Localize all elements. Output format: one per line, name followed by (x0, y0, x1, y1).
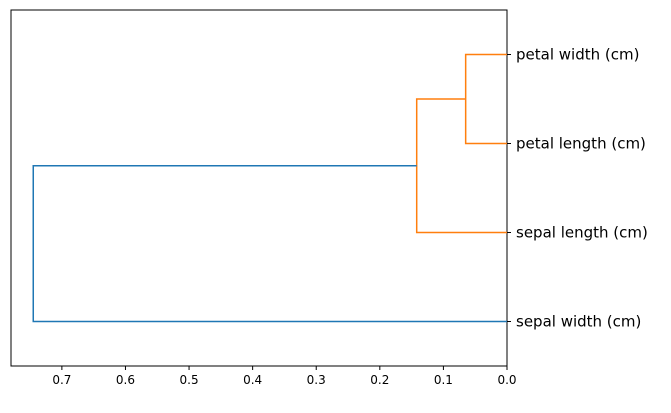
x-tick-label: 0.7 (52, 373, 71, 387)
x-tick-label: 0.3 (307, 373, 326, 387)
leaf-label: sepal length (cm) (516, 224, 648, 242)
dendrogram-links (32, 53, 507, 323)
x-tick-label: 0.4 (243, 373, 262, 387)
x-axis: 0.7 0.6 0.5 0.4 0.3 0.2 0.1 0.0 (52, 366, 517, 387)
x-tick-label: 0.2 (370, 373, 389, 387)
x-tick-label: 0.6 (116, 373, 135, 387)
x-tick-label: 0.1 (434, 373, 453, 387)
leaf-label: sepal width (cm) (516, 313, 641, 331)
plot-area (10, 9, 508, 367)
leaf-labels: petal width (cm) petal length (cm) sepal l… (507, 46, 648, 331)
x-tick-label: 0.5 (180, 373, 199, 387)
leaf-label: petal width (cm) (516, 46, 639, 64)
dendrogram-link (32, 165, 507, 323)
leaf-label: petal length (cm) (516, 135, 646, 153)
x-tick-label: 0.0 (497, 373, 516, 387)
